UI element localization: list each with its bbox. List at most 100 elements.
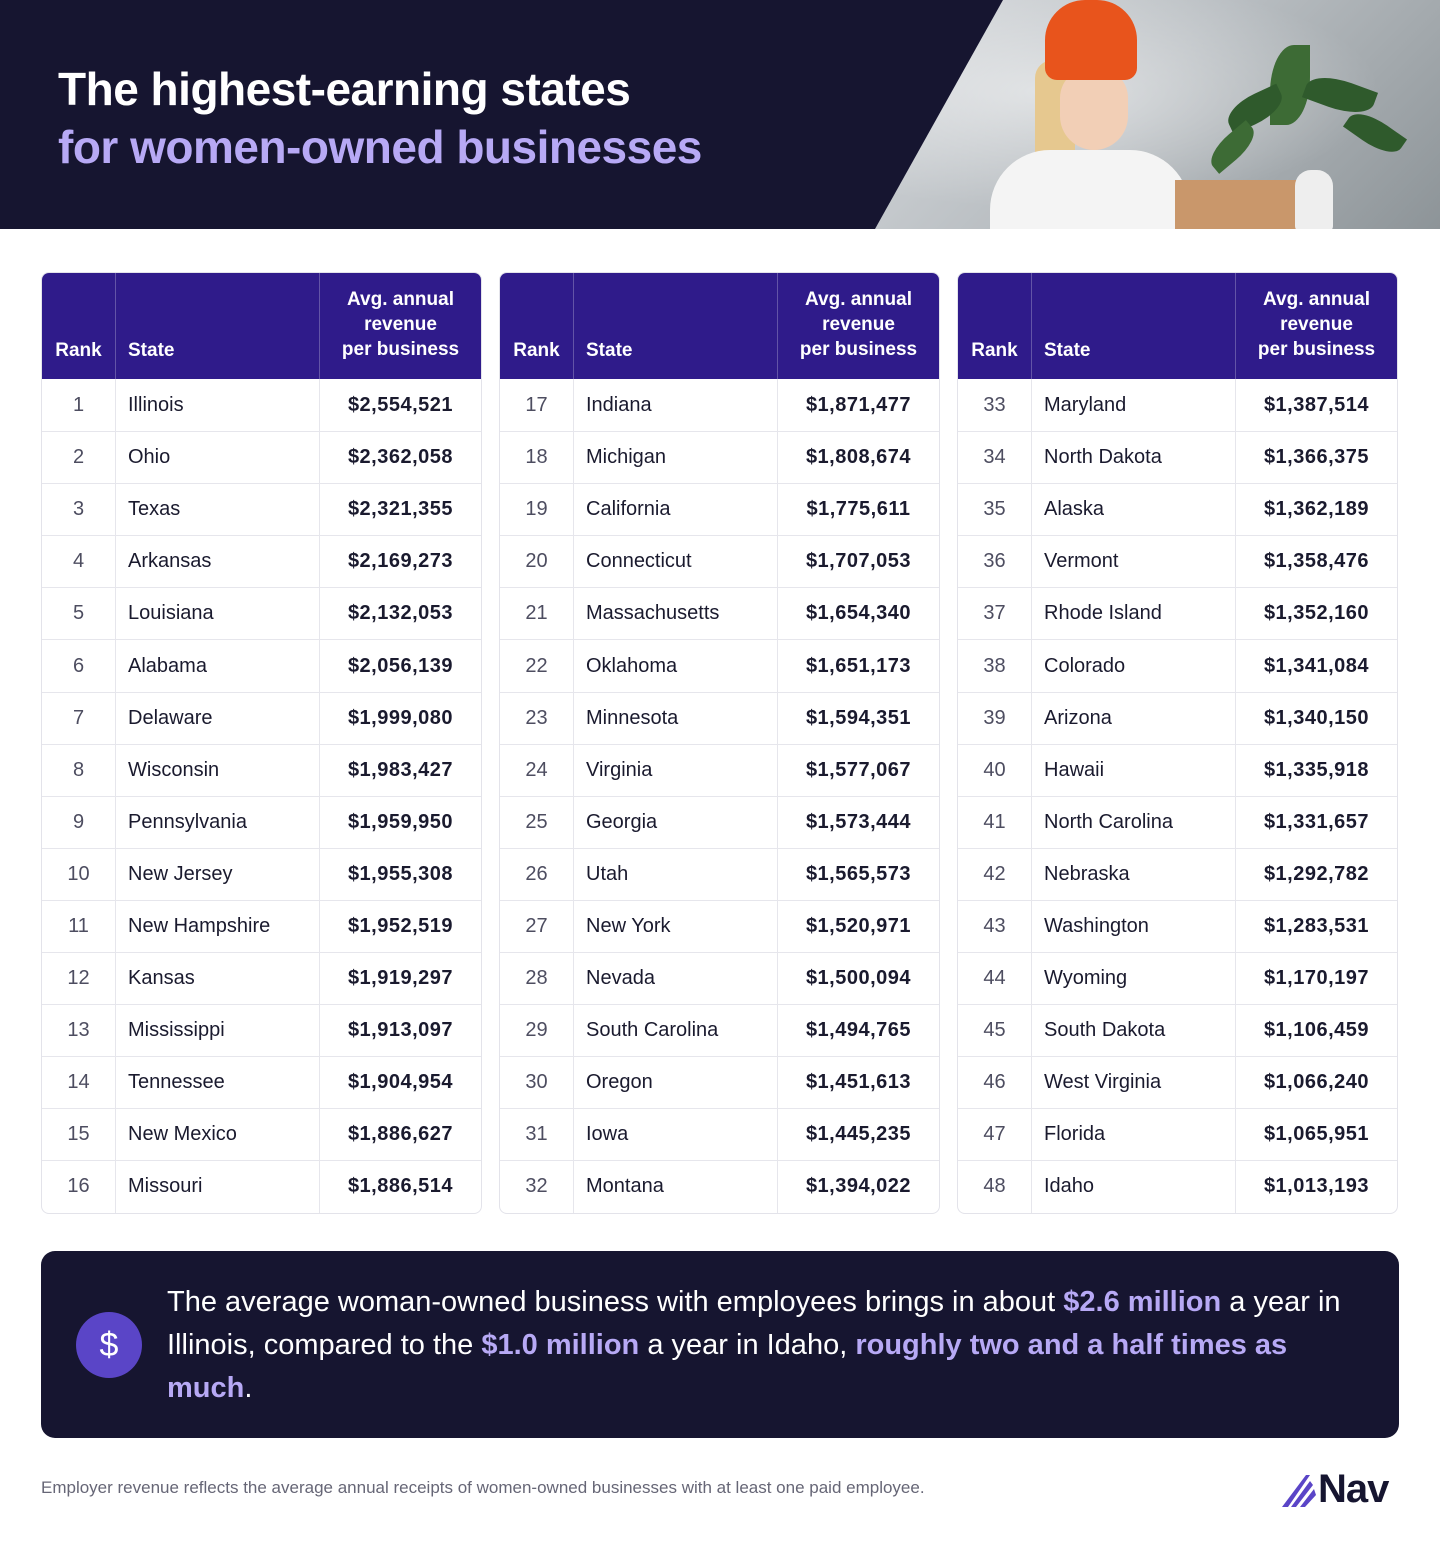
revenue-cell: $2,321,355: [347, 498, 454, 521]
state-cell: New Mexico: [116, 1109, 320, 1161]
header-revenue-line1: Avg. annual: [805, 289, 912, 310]
revenue-cell: $1,500,094: [805, 967, 912, 990]
ranking-table-2: Rank State Avg. annual revenue per business 1…: [499, 272, 940, 1214]
state-cell: Colorado: [1032, 640, 1236, 692]
header-revenue: Avg. annual revenue per business: [320, 273, 481, 379]
callout-text-part2: a year in Illinois, compared to the: [167, 1286, 1341, 1361]
revenue-cell: $1,387,514: [1263, 393, 1370, 416]
table-row: 35 Alaska $1,362,189: [958, 483, 1397, 536]
table-row: 17 Indiana $1,871,477: [500, 379, 939, 432]
state-cell: Oregon: [574, 1057, 778, 1109]
state-cell: Nevada: [574, 953, 778, 1005]
table-row: 26 Utah $1,565,573: [500, 847, 939, 900]
table-row: 28 Nevada $1,500,094: [500, 952, 939, 1005]
table-header: Rank State Avg. annual revenue per business: [958, 273, 1397, 379]
rank-cell: 6: [42, 640, 116, 692]
revenue-cell: $1,886,627: [347, 1123, 454, 1146]
ranking-table-1: Rank State Avg. annual revenue per business 1…: [41, 272, 482, 1214]
revenue-cell: $1,955,308: [347, 862, 454, 885]
rank-cell: 39: [958, 692, 1032, 744]
table-row: 14 Tennessee $1,904,954: [42, 1056, 481, 1109]
table-row: 25 Georgia $1,573,444: [500, 795, 939, 848]
header-rank: Rank: [500, 273, 574, 379]
table-row: 34 North Dakota $1,366,375: [958, 431, 1397, 484]
state-cell: Wyoming: [1032, 953, 1236, 1005]
rank-cell: 9: [42, 796, 116, 848]
state-cell: Iowa: [574, 1109, 778, 1161]
state-cell: Michigan: [574, 432, 778, 484]
rank-cell: 36: [958, 536, 1032, 588]
table-row: 42 Nebraska $1,292,782: [958, 847, 1397, 900]
table-row: 20 Connecticut $1,707,053: [500, 535, 939, 588]
state-cell: Arkansas: [116, 536, 320, 588]
page-title-line1: The highest-earning states: [58, 63, 631, 115]
state-cell: Hawaii: [1032, 744, 1236, 796]
state-cell: Pennsylvania: [116, 796, 320, 848]
table-row: 1 Illinois $2,554,521: [42, 379, 481, 432]
rank-cell: 15: [42, 1109, 116, 1161]
state-cell: Texas: [116, 484, 320, 536]
table-row: 44 Wyoming $1,170,197: [958, 952, 1397, 1005]
table-header: Rank State Avg. annual revenue per business: [42, 273, 481, 379]
rank-cell: 3: [42, 484, 116, 536]
rank-cell: 42: [958, 848, 1032, 900]
revenue-cell: $1,999,080: [347, 706, 454, 729]
nav-logo: Nav: [1280, 1467, 1400, 1511]
callout-text-part1: The average woman-owned business with em…: [167, 1286, 1064, 1318]
header-rank: Rank: [42, 273, 116, 379]
header-revenue-line2: revenue: [364, 314, 437, 335]
revenue-cell: $1,959,950: [347, 810, 454, 833]
revenue-cell: $1,358,476: [1263, 550, 1370, 573]
header-rank: Rank: [958, 273, 1032, 379]
state-cell: California: [574, 484, 778, 536]
revenue-cell: $1,952,519: [347, 914, 454, 937]
state-cell: Tennessee: [116, 1057, 320, 1109]
table-row: 45 South Dakota $1,106,459: [958, 1004, 1397, 1057]
rank-cell: 20: [500, 536, 574, 588]
rank-cell: 23: [500, 692, 574, 744]
header-revenue-line1: Avg. annual: [1263, 289, 1370, 310]
table-header: Rank State Avg. annual revenue per business: [500, 273, 939, 379]
rank-cell: 22: [500, 640, 574, 692]
revenue-cell: $1,451,613: [805, 1071, 912, 1094]
revenue-cell: $1,871,477: [805, 393, 912, 416]
state-cell: Massachusetts: [574, 588, 778, 640]
rank-cell: 33: [958, 379, 1032, 432]
header: The highest-earning states for women-own…: [0, 0, 1440, 229]
revenue-cell: $2,169,273: [347, 550, 454, 573]
state-cell: Florida: [1032, 1109, 1236, 1161]
table-row: 36 Vermont $1,358,476: [958, 535, 1397, 588]
state-cell: Oklahoma: [574, 640, 778, 692]
header-revenue-line3: per business: [1257, 339, 1376, 360]
callout-text-part3: a year in Idaho,: [639, 1329, 856, 1361]
rank-cell: 8: [42, 744, 116, 796]
table-row: 12 Kansas $1,919,297: [42, 952, 481, 1005]
table-row: 8 Wisconsin $1,983,427: [42, 743, 481, 796]
rank-cell: 44: [958, 953, 1032, 1005]
revenue-cell: $1,065,951: [1263, 1123, 1370, 1146]
rank-cell: 10: [42, 848, 116, 900]
summary-callout: $ The average woman-owned business with …: [41, 1251, 1399, 1438]
header-state: State: [116, 273, 320, 379]
rank-cell: 31: [500, 1109, 574, 1161]
revenue-cell: $1,983,427: [347, 758, 454, 781]
table-row: 16 Missouri $1,886,514: [42, 1160, 481, 1213]
revenue-cell: $1,573,444: [805, 810, 912, 833]
header-revenue: Avg. annual revenue per business: [1236, 273, 1397, 379]
header-revenue-line3: per business: [341, 339, 460, 360]
rank-cell: 11: [42, 900, 116, 953]
revenue-cell: $1,362,189: [1263, 498, 1370, 521]
header-revenue-line3: per business: [799, 339, 918, 360]
state-cell: Ohio: [116, 432, 320, 484]
table-body: 1 Illinois $2,554,521 2 Ohio $2,362,058 3 Texas…: [42, 379, 481, 1213]
revenue-cell: $1,331,657: [1263, 810, 1370, 833]
table-row: 15 New Mexico $1,886,627: [42, 1108, 481, 1161]
table-row: 5 Louisiana $2,132,053: [42, 587, 481, 640]
table-row: 40 Hawaii $1,335,918: [958, 743, 1397, 796]
callout-highlight-idaho: $1.0 million: [481, 1329, 640, 1361]
revenue-cell: $1,904,954: [347, 1071, 454, 1094]
rank-cell: 29: [500, 1005, 574, 1057]
table-row: 2 Ohio $2,362,058: [42, 431, 481, 484]
rank-cell: 27: [500, 900, 574, 953]
state-cell: Illinois: [116, 379, 320, 432]
